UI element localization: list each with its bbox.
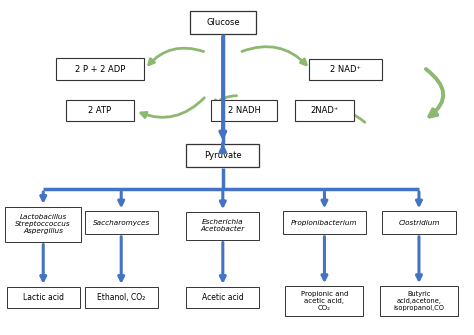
Text: Butyric
acid,acetone,
isopropanol,CO: Butyric acid,acetone, isopropanol,CO <box>393 291 445 311</box>
FancyBboxPatch shape <box>383 211 456 234</box>
Text: Propionibacterium: Propionibacterium <box>291 219 358 225</box>
FancyBboxPatch shape <box>186 144 259 167</box>
FancyBboxPatch shape <box>295 100 354 121</box>
FancyBboxPatch shape <box>186 212 259 240</box>
FancyBboxPatch shape <box>380 286 458 316</box>
Text: Pyruvate: Pyruvate <box>204 151 242 160</box>
FancyBboxPatch shape <box>186 287 259 309</box>
Text: 2 NAD⁺: 2 NAD⁺ <box>330 65 361 74</box>
FancyBboxPatch shape <box>7 287 80 309</box>
Text: Lactic acid: Lactic acid <box>23 293 64 302</box>
FancyBboxPatch shape <box>285 286 364 316</box>
Text: Propionic and
acetic acid,
CO₂: Propionic and acetic acid, CO₂ <box>301 291 348 311</box>
FancyBboxPatch shape <box>66 100 134 121</box>
FancyBboxPatch shape <box>283 211 366 234</box>
FancyBboxPatch shape <box>84 287 158 309</box>
Text: Clostridium: Clostridium <box>398 219 440 225</box>
Text: 2 NADH: 2 NADH <box>228 106 261 115</box>
Text: Escherichia
Acetobacter: Escherichia Acetobacter <box>201 219 245 232</box>
FancyBboxPatch shape <box>5 207 81 242</box>
FancyBboxPatch shape <box>211 100 277 121</box>
FancyBboxPatch shape <box>56 58 144 80</box>
Text: 2 ATP: 2 ATP <box>88 106 111 115</box>
Text: Lactobacillus
Streptoccoccus
Aspergillus: Lactobacillus Streptoccoccus Aspergillus <box>16 214 71 234</box>
FancyBboxPatch shape <box>190 11 256 34</box>
Text: Saccharomyces: Saccharomyces <box>92 219 150 225</box>
FancyBboxPatch shape <box>84 211 158 234</box>
Text: 2 P + 2 ADP: 2 P + 2 ADP <box>75 65 125 74</box>
FancyBboxPatch shape <box>309 59 383 80</box>
Text: 2NAD⁺: 2NAD⁺ <box>310 106 338 115</box>
Text: Acetic acid: Acetic acid <box>202 293 244 302</box>
Text: Ethanol, CO₂: Ethanol, CO₂ <box>97 293 146 302</box>
Text: Glucose: Glucose <box>206 18 240 27</box>
